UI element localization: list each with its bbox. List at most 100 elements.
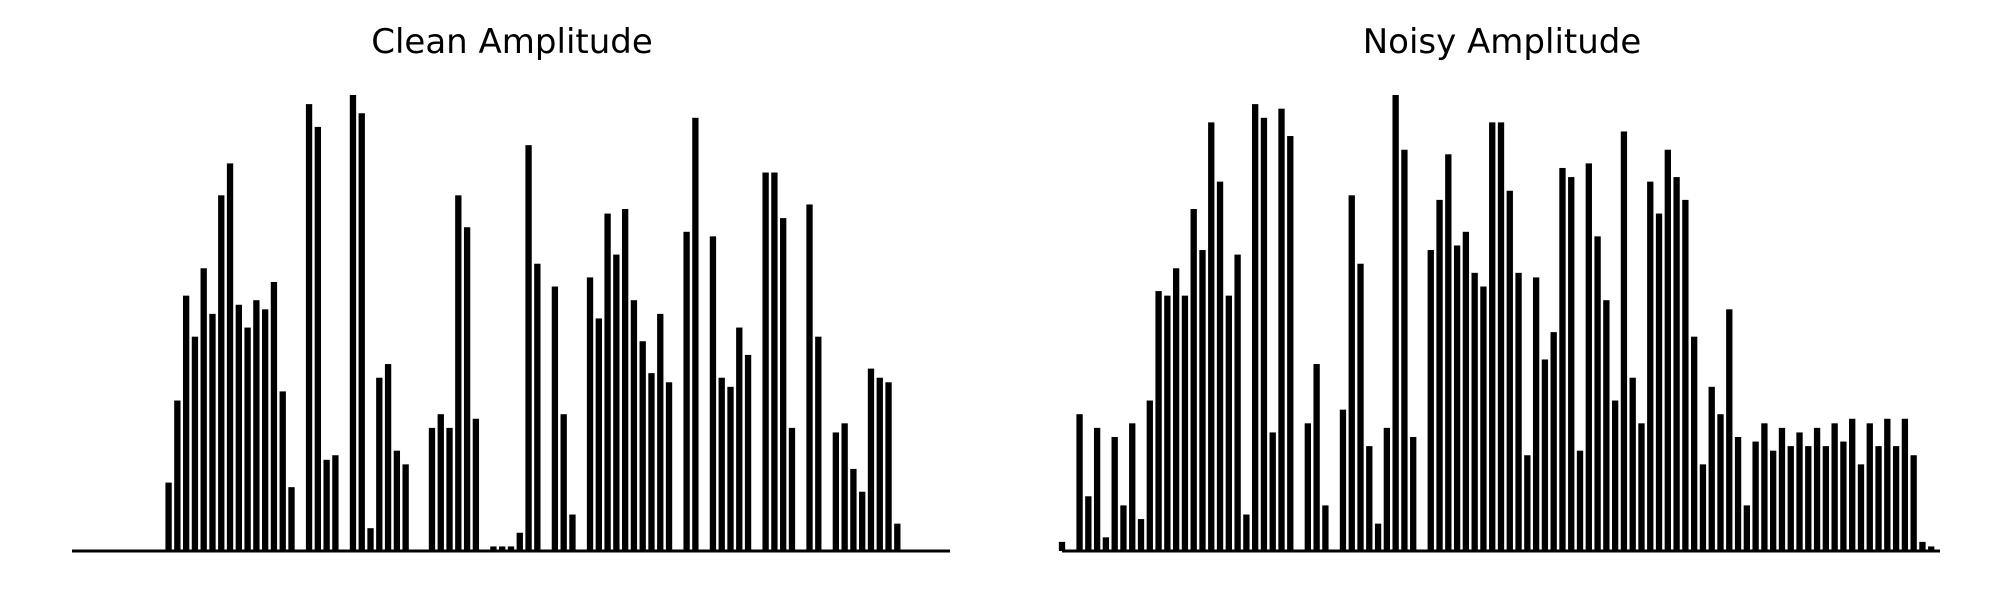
- noisy-amplitude-bar: [1585, 163, 1592, 551]
- clean-amplitude-bar: [174, 400, 181, 551]
- noisy-amplitude-bar: [1164, 295, 1171, 551]
- noisy-amplitude-bar: [1673, 177, 1680, 551]
- noisy-amplitude-bar: [1357, 263, 1364, 551]
- noisy-amplitude-bar: [1058, 541, 1066, 551]
- clean-amplitude-bar: [402, 464, 409, 551]
- noisy-amplitude-bar: [1822, 446, 1830, 551]
- clean-amplitude-bar: [595, 318, 602, 551]
- clean-amplitude-bar: [551, 286, 559, 551]
- noisy-amplitude-bar: [1611, 400, 1619, 551]
- noisy-amplitude-bar: [1875, 446, 1882, 551]
- noisy-amplitude-bar: [1805, 446, 1812, 551]
- clean-amplitude-bar: [744, 354, 752, 551]
- noisy-amplitude-bar: [1445, 154, 1452, 551]
- clean-amplitude-bar: [560, 414, 567, 551]
- clean-amplitude-bar: [525, 145, 532, 551]
- noisy-amplitude-bar: [1111, 437, 1118, 551]
- clean-amplitude-bar: [463, 227, 471, 552]
- noisy-amplitude-bar: [1603, 300, 1610, 551]
- noisy-amplitude-bar: [1892, 446, 1900, 551]
- noisy-amplitude-bar: [1734, 437, 1742, 551]
- noisy-amplitude-bar: [1181, 295, 1189, 551]
- noisy-amplitude-bar: [1857, 464, 1865, 551]
- noisy-amplitude-bar: [1471, 272, 1478, 551]
- clean-amplitude-bar: [621, 209, 629, 551]
- noisy-amplitude-bar: [1928, 546, 1935, 551]
- noisy-amplitude-bar: [1901, 418, 1909, 551]
- noisy-amplitude-bar: [1129, 423, 1136, 551]
- clean-amplitude-bar: [604, 213, 611, 551]
- clean-amplitude-bar: [806, 204, 813, 551]
- noisy-amplitude-bar: [1778, 427, 1786, 551]
- noisy-amplitude-bar: [1726, 309, 1733, 551]
- clean-amplitude-bar: [727, 386, 734, 551]
- noisy-amplitude-bar: [1076, 414, 1083, 551]
- clean-amplitude-bar: [358, 113, 365, 552]
- noisy-amplitude-bar: [1884, 418, 1891, 551]
- clean-amplitude-bar: [393, 450, 401, 551]
- clean-amplitude-bar: [191, 336, 199, 551]
- noisy-amplitude-bar: [1559, 167, 1566, 551]
- noisy-amplitude-bar: [1831, 423, 1838, 551]
- noisy-amplitude-bar: [1304, 423, 1311, 551]
- clean-amplitude-bar: [630, 300, 638, 551]
- noisy-amplitude-bar: [1260, 117, 1268, 552]
- noisy-amplitude-bar: [1383, 427, 1391, 551]
- clean-amplitude-bar: [226, 163, 234, 551]
- noisy-amplitude-bar: [1287, 136, 1294, 552]
- noisy-amplitude-bar: [1699, 464, 1707, 551]
- clean-amplitude-bar: [165, 482, 172, 551]
- clean-amplitude-bar: [718, 377, 725, 551]
- noisy-amplitude-bar: [1322, 505, 1329, 551]
- noisy-amplitude-bar: [1102, 537, 1110, 551]
- noisy-amplitude-bar: [1489, 122, 1496, 552]
- clean-amplitude-bar: [832, 432, 840, 551]
- clean-amplitude-bar: [665, 382, 673, 551]
- clean-amplitude-bar: [235, 304, 242, 551]
- clean-amplitude-bar: [867, 368, 875, 551]
- clean-amplitude-bar: [709, 236, 717, 552]
- noisy-amplitude-bar: [1339, 409, 1347, 551]
- noisy-amplitude-bar: [1199, 250, 1206, 552]
- noisy-amplitude-bar: [1752, 441, 1759, 551]
- noisy-amplitude-bar: [1620, 131, 1628, 552]
- noisy-amplitude-bar: [1427, 250, 1434, 552]
- clean-amplitude-bar: [455, 195, 462, 551]
- clean-amplitude-bar: [736, 327, 743, 551]
- clean-amplitude-bar: [894, 523, 901, 551]
- noisy-amplitude-bar: [1708, 386, 1715, 551]
- noisy-amplitude-bar: [1629, 377, 1636, 551]
- clean-amplitude-bar: [771, 172, 778, 551]
- clean-amplitude-bar: [639, 341, 646, 551]
- noisy-amplitude-bar: [1787, 446, 1794, 551]
- clean-amplitude-bar: [384, 364, 392, 551]
- noisy-amplitude-bar: [1919, 541, 1926, 551]
- noisy-amplitude-bar: [1462, 231, 1470, 552]
- noisy-amplitude-bar: [1436, 199, 1443, 551]
- noisy-amplitude-bar: [1849, 418, 1856, 551]
- noisy-amplitude-bar: [1910, 455, 1917, 551]
- noisy-amplitude-bar: [1743, 505, 1750, 551]
- noisy-amplitude-bar: [1392, 95, 1399, 551]
- clean-amplitude-bar: [657, 313, 664, 551]
- noisy-amplitude-bar: [1313, 364, 1320, 551]
- noisy-amplitude-bar: [1506, 190, 1513, 551]
- noisy-amplitude-bar: [1761, 423, 1768, 551]
- clean-amplitude-bar: [683, 231, 690, 552]
- clean-amplitude-bar: [780, 218, 787, 551]
- clean-amplitude-bar: [534, 263, 541, 551]
- noisy-amplitude-bar: [1497, 122, 1505, 552]
- noisy-amplitude-bar: [1866, 423, 1873, 551]
- noisy-amplitude-bar: [1840, 441, 1847, 551]
- clean-amplitude-bar: [586, 277, 594, 551]
- noisy-amplitude-bar: [1532, 277, 1540, 551]
- noisy-amplitude-bar: [1410, 437, 1417, 551]
- clean-amplitude-bar: [279, 391, 286, 551]
- noisy-amplitude-bar: [1348, 195, 1355, 551]
- noisy-amplitude-bar: [1146, 400, 1153, 551]
- clean-amplitude-bar: [218, 195, 225, 551]
- clean-amplitude-bar: [507, 546, 515, 551]
- noisy-amplitude-bar: [1541, 359, 1549, 551]
- clean-amplitude-bar: [244, 327, 251, 551]
- noisy-amplitude-bar: [1515, 272, 1522, 551]
